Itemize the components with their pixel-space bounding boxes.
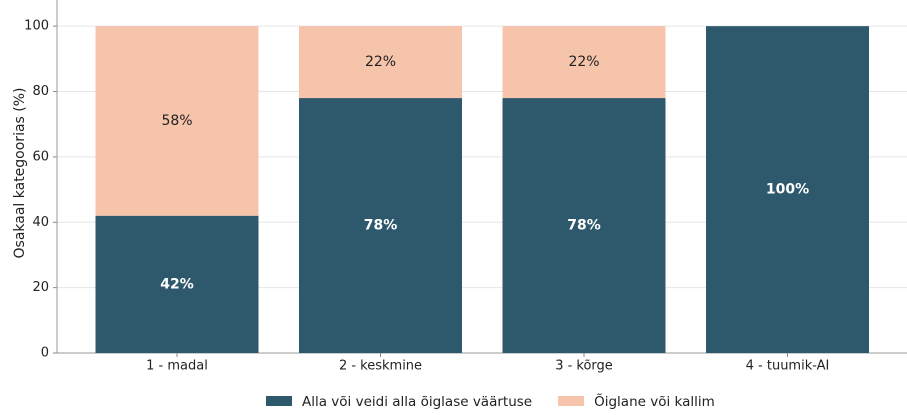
value-label: 22% bbox=[365, 54, 396, 70]
y-tick-label: 100 bbox=[24, 19, 49, 34]
legend-label: Õiglane või kallim bbox=[594, 393, 715, 410]
value-label: 100% bbox=[766, 182, 809, 198]
y-tick-label: 0 bbox=[41, 346, 49, 361]
y-axis-label: Osakaal kategoorias (%) bbox=[12, 87, 28, 258]
bar-segment bbox=[95, 215, 259, 353]
y-tick-label: 20 bbox=[32, 280, 49, 295]
bar-segment bbox=[95, 26, 259, 216]
x-tick-label: 3 - kõrge bbox=[555, 359, 613, 374]
x-tick-label: 2 - keskmine bbox=[339, 359, 422, 374]
y-tick-label: 80 bbox=[32, 84, 49, 99]
legend-swatch bbox=[266, 396, 292, 406]
legend-label: Alla või veidi alla õiglase väärtuse bbox=[302, 394, 532, 410]
value-label: 78% bbox=[567, 218, 601, 234]
value-label: 22% bbox=[568, 54, 599, 70]
bar-segment bbox=[299, 26, 462, 99]
legend-swatch bbox=[558, 396, 585, 406]
bar-segment bbox=[706, 26, 869, 354]
y-tick-label: 40 bbox=[32, 215, 49, 230]
y-tick-label: 60 bbox=[32, 149, 49, 164]
x-tick-label: 4 - tuumik-AI bbox=[746, 359, 830, 374]
bar-segment bbox=[502, 98, 666, 353]
bar-segment bbox=[502, 26, 666, 99]
bar-segment bbox=[299, 98, 462, 353]
value-label: 58% bbox=[161, 113, 192, 129]
x-tick-label: 1 - madal bbox=[146, 359, 208, 374]
value-label: 78% bbox=[364, 218, 398, 234]
value-label: 42% bbox=[160, 276, 194, 292]
